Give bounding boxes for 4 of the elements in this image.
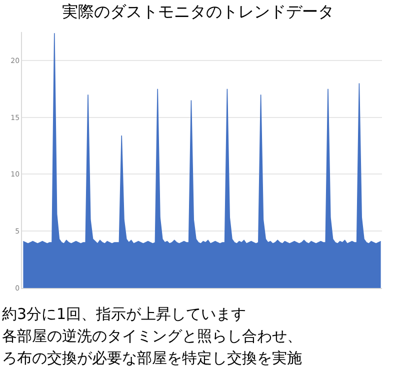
text: 約3分に1回、指示が上昇しています [2, 305, 246, 323]
chart-title: 実際のダストモニタのトレンドデータ [62, 2, 334, 21]
text: ろ布の交換が必要な部屋を特定し交換を実施 [2, 349, 302, 367]
text: 各部屋の逆洗のタイミングと照らし合わせ、 [2, 327, 302, 345]
